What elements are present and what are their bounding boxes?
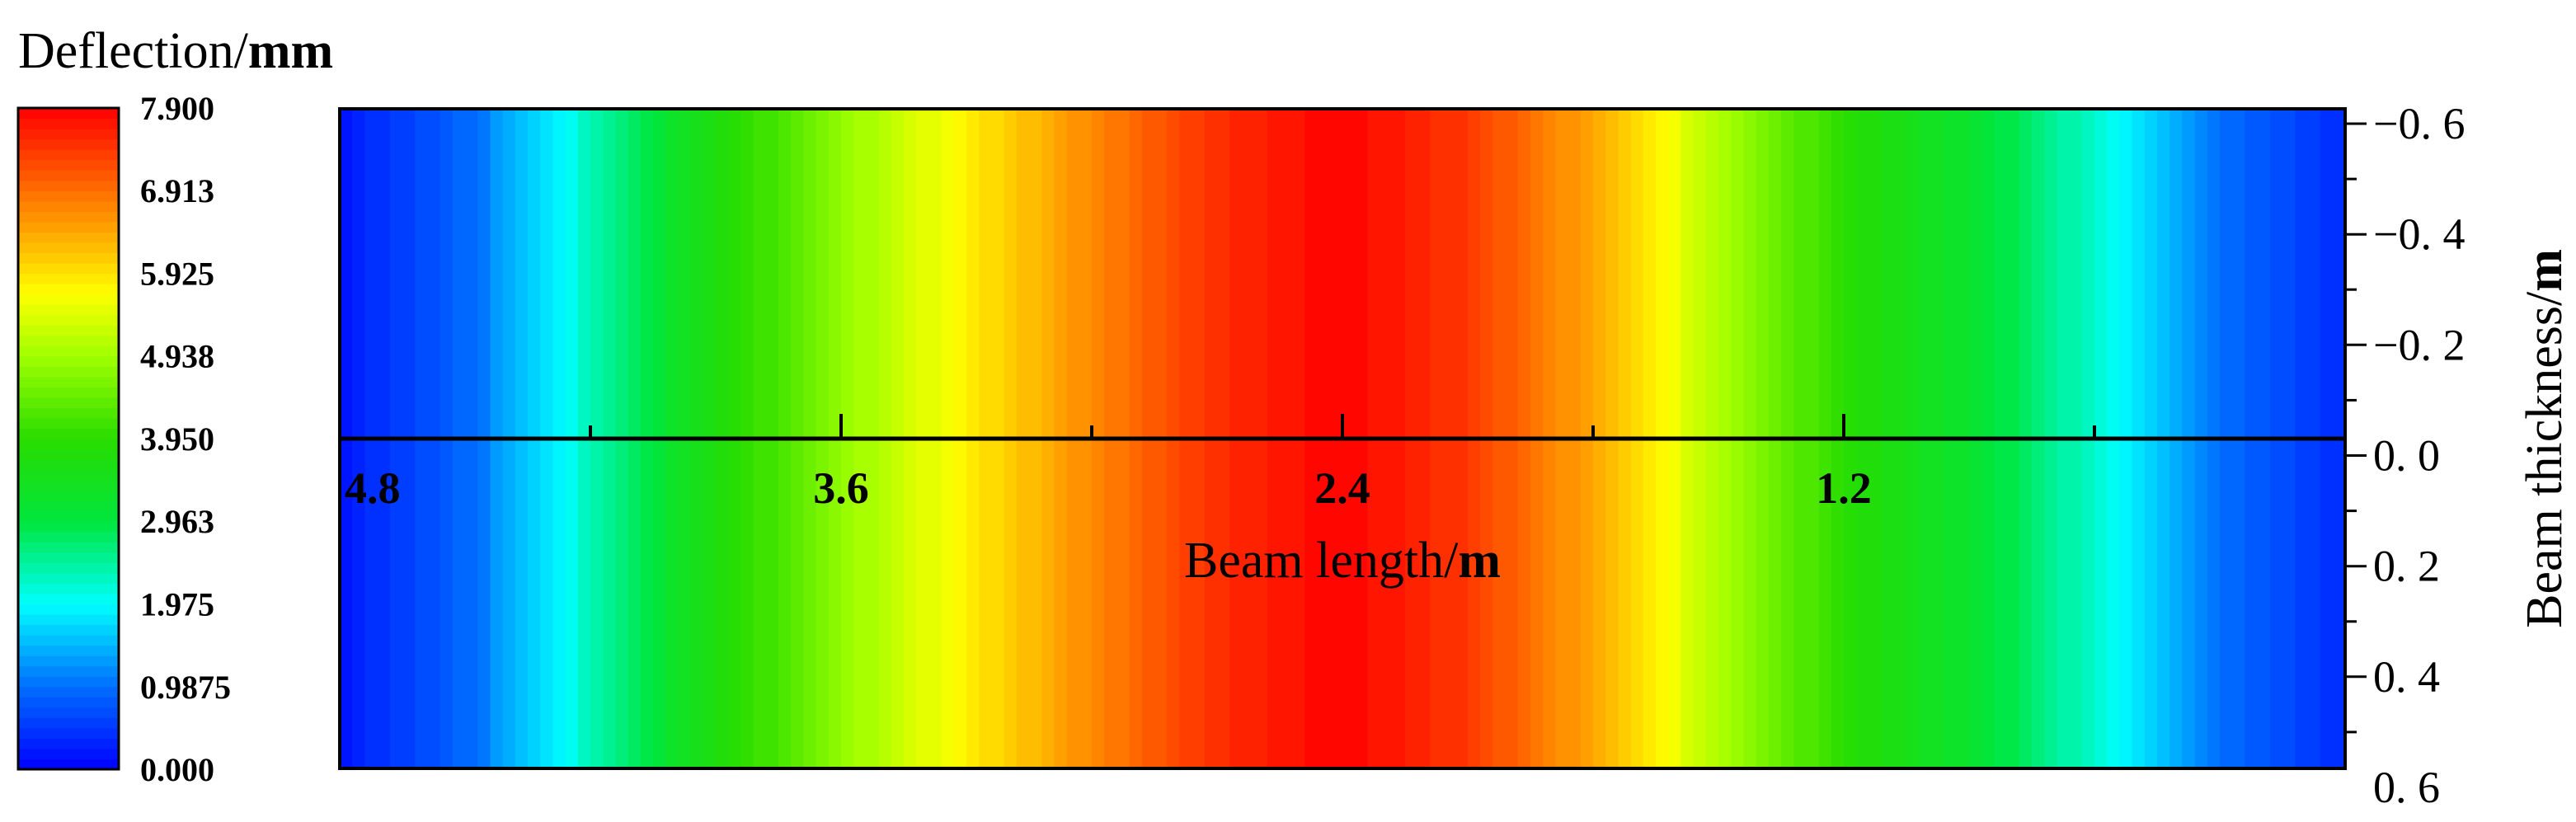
colorbar-band bbox=[18, 562, 119, 574]
colorbar-tick-label: 4.938 bbox=[140, 338, 214, 375]
colorbar-band bbox=[18, 345, 119, 357]
colorbar-band bbox=[18, 635, 119, 646]
colorbar-band bbox=[18, 439, 119, 450]
colorbar-tick-label: 0.000 bbox=[140, 751, 214, 788]
colorbar-band bbox=[18, 655, 119, 667]
colorbar-band bbox=[18, 717, 119, 729]
colorbar-band bbox=[18, 273, 119, 284]
colorbar-band bbox=[18, 335, 119, 346]
colorbar-band bbox=[18, 118, 119, 129]
colorbar-band bbox=[18, 129, 119, 140]
y-tick-label: −0. 2 bbox=[2373, 320, 2465, 369]
colorbar-band bbox=[18, 200, 119, 212]
y-tick-label: −0. 6 bbox=[2373, 99, 2465, 148]
colorbar-band bbox=[18, 645, 119, 656]
colorbar-title: Deflection/mm bbox=[18, 23, 333, 79]
y-axis-title: Beam thickness/m bbox=[2517, 249, 2573, 628]
x-axis-title: Beam length/m bbox=[1184, 533, 1501, 589]
y-tick-label: 0. 0 bbox=[2373, 431, 2440, 481]
colorbar-band bbox=[18, 480, 119, 491]
x-tick-label: 2.4 bbox=[1314, 463, 1370, 513]
colorbar-band bbox=[18, 542, 119, 553]
colorbar-tick-label: 5.925 bbox=[140, 256, 214, 293]
colorbar-band bbox=[18, 366, 119, 378]
colorbar-band bbox=[18, 355, 119, 367]
colorbar-band bbox=[18, 221, 119, 233]
colorbar-band bbox=[18, 500, 119, 512]
colorbar-band bbox=[18, 531, 119, 543]
colorbar-tick-label: 1.975 bbox=[140, 586, 214, 623]
colorbar-band bbox=[18, 624, 119, 636]
colorbar-band bbox=[18, 428, 119, 439]
colorbar-band bbox=[18, 242, 119, 254]
colorbar-band bbox=[18, 376, 119, 388]
colorbar-tick-label: 6.913 bbox=[140, 172, 214, 209]
colorbar-band bbox=[18, 552, 119, 563]
colorbar-band bbox=[18, 521, 119, 533]
colorbar-tick-label: 0.9875 bbox=[140, 669, 231, 706]
colorbar-band bbox=[18, 738, 119, 749]
colorbar-band bbox=[18, 707, 119, 718]
colorbar-frame bbox=[16, 106, 120, 771]
colorbar-band bbox=[18, 108, 119, 120]
y-axis: −0. 6 −0. 4 −0. 2 0. 0 0. 2 0. 4 0. 6 bbox=[2345, 99, 2465, 812]
colorbar-band bbox=[18, 697, 119, 708]
colorbar-band bbox=[18, 490, 119, 501]
colorbar-band bbox=[18, 759, 119, 770]
colorbar-band bbox=[18, 252, 119, 264]
colorbar-band bbox=[18, 614, 119, 626]
colorbar-band bbox=[18, 407, 119, 419]
colorbar-band bbox=[18, 190, 119, 202]
colorbar-band bbox=[18, 170, 119, 181]
colorbar-band bbox=[18, 397, 119, 409]
colorbar-band bbox=[18, 262, 119, 275]
colorbar-band bbox=[18, 304, 119, 316]
colorbar-band bbox=[18, 314, 119, 326]
colorbar-band bbox=[18, 510, 119, 522]
colorbar-band bbox=[18, 159, 119, 171]
colorbar-gradient bbox=[18, 108, 119, 770]
colorbar-band bbox=[18, 449, 119, 460]
colorbar-band bbox=[18, 748, 119, 760]
colorbar-tick-label: 7.900 bbox=[140, 90, 214, 127]
colorbar-band bbox=[18, 469, 119, 481]
colorbar-band bbox=[18, 325, 119, 336]
y-tick-label: 0. 6 bbox=[2373, 763, 2440, 812]
colorbar-band bbox=[18, 676, 119, 688]
x-axis: 4.8 3.6 2.4 1.2 bbox=[338, 414, 2347, 513]
colorbar-tick-label: 2.963 bbox=[140, 503, 214, 540]
colorbar-band bbox=[18, 149, 119, 161]
colorbar-band bbox=[18, 593, 119, 605]
y-tick-label: 0. 2 bbox=[2373, 542, 2440, 591]
colorbar-band bbox=[18, 665, 119, 677]
colorbar-band bbox=[18, 180, 119, 191]
x-tick-label: 3.6 bbox=[813, 463, 869, 513]
colorbar-band bbox=[18, 417, 119, 430]
x-tick-label: 4.8 bbox=[345, 463, 401, 513]
colorbar-band bbox=[18, 139, 119, 150]
colorbar-band bbox=[18, 686, 119, 698]
colorbar-band bbox=[18, 232, 119, 243]
colorbar-band bbox=[18, 583, 119, 594]
colorbar-band bbox=[18, 727, 119, 740]
colorbar-band bbox=[18, 284, 119, 295]
colorbar-band bbox=[18, 211, 119, 223]
colorbar-band bbox=[18, 459, 119, 471]
colorbar-band bbox=[18, 294, 119, 305]
x-tick-label: 1.2 bbox=[1816, 463, 1872, 513]
colorbar-band bbox=[18, 387, 119, 398]
y-tick-label: −0. 4 bbox=[2373, 209, 2465, 259]
colorbar-band bbox=[18, 572, 119, 585]
y-tick-label: 0. 4 bbox=[2373, 652, 2440, 702]
colorbar-tick-label: 3.950 bbox=[140, 420, 214, 458]
colorbar-tick-labels: 7.900 6.913 5.925 4.938 3.950 2.963 1.975 0.987… bbox=[140, 90, 231, 788]
colorbar-band bbox=[18, 604, 119, 615]
